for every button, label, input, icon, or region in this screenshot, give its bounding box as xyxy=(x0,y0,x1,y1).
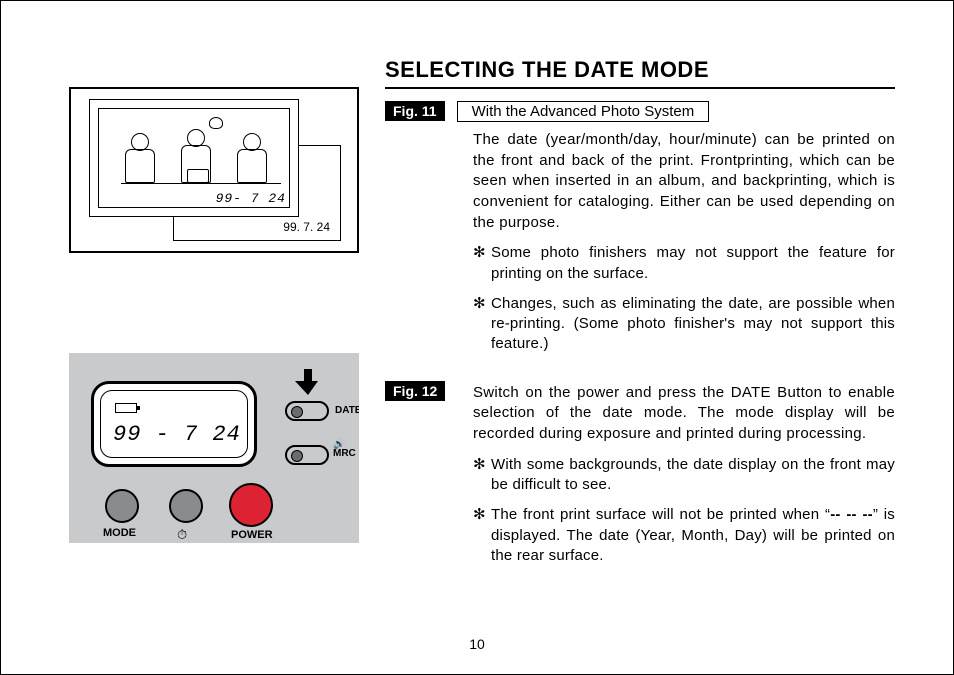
power-button-label: POWER xyxy=(231,529,273,541)
fig11-illustration: 99. 7. 24 99- 7 24 xyxy=(69,87,359,253)
lcd-readout: 99 - 7 24 xyxy=(113,422,241,447)
manual-page: 99. 7. 24 99- 7 24 xyxy=(1,1,953,674)
photo-front: 99- 7 24 xyxy=(89,99,299,217)
fig11-paragraph: The date (year/month/day, hour/minute) c… xyxy=(473,130,895,233)
button-dot-icon xyxy=(291,450,303,462)
doodle-body xyxy=(237,149,267,183)
fig12-device: 99 - 7 24 DATE 🔊 MRC MODE ⏱ POWER xyxy=(69,353,359,543)
section-fig12: Fig. 12 Switch on the power and press th… xyxy=(385,381,895,566)
power-button[interactable] xyxy=(229,483,273,527)
section-fig11: Fig. 11 With the Advanced Photo System T… xyxy=(385,101,895,355)
mode-button-label: MODE xyxy=(103,527,136,539)
date-button[interactable] xyxy=(285,401,329,421)
page-number: 10 xyxy=(1,636,953,652)
doodle-table xyxy=(121,183,281,184)
button-dot-icon xyxy=(291,406,303,418)
fig12-note-2: The front print surface will not be prin… xyxy=(473,505,895,566)
date-button-label: DATE xyxy=(335,405,359,416)
text-column: SELECTING THE DATE MODE Fig. 11 With the… xyxy=(385,57,895,592)
fig12-note-1: With some backgrounds, the date display … xyxy=(473,455,895,496)
mode-button[interactable] xyxy=(105,489,139,523)
fig11-note-2: Changes, such as eliminating the date, a… xyxy=(473,294,895,355)
lcd-frame: 99 - 7 24 xyxy=(91,381,257,467)
figure-tag: Fig. 11 xyxy=(385,101,445,121)
photo-back-date: 99. 7. 24 xyxy=(283,220,330,234)
arrow-down-icon xyxy=(295,367,321,397)
note-text: The front print surface will not be prin… xyxy=(491,506,830,523)
figure-tag: Fig. 12 xyxy=(385,381,445,401)
figures-column: 99. 7. 24 99- 7 24 xyxy=(69,87,359,543)
mrc-button-label: MRC xyxy=(333,449,356,458)
page-title: SELECTING THE DATE MODE xyxy=(385,57,895,89)
fig12-paragraph: Switch on the power and press the DATE B… xyxy=(473,383,895,445)
selftimer-icon: ⏱ xyxy=(177,527,187,543)
section-header: Fig. 11 With the Advanced Photo System xyxy=(385,101,895,122)
battery-icon xyxy=(115,403,137,413)
doodle-cat xyxy=(209,117,223,129)
photo-front-date: 99- 7 24 xyxy=(216,191,286,206)
doodle-cake xyxy=(187,169,209,183)
lcd-inner: 99 - 7 24 xyxy=(100,390,248,458)
doodle-body xyxy=(125,149,155,183)
fig11-note-1: Some photo finishers may not support the… xyxy=(473,243,895,284)
mrc-button[interactable] xyxy=(285,445,329,465)
dashes-pattern: -- -- -- xyxy=(830,506,873,523)
selftimer-button[interactable] xyxy=(169,489,203,523)
aps-box-label: With the Advanced Photo System xyxy=(457,101,710,122)
